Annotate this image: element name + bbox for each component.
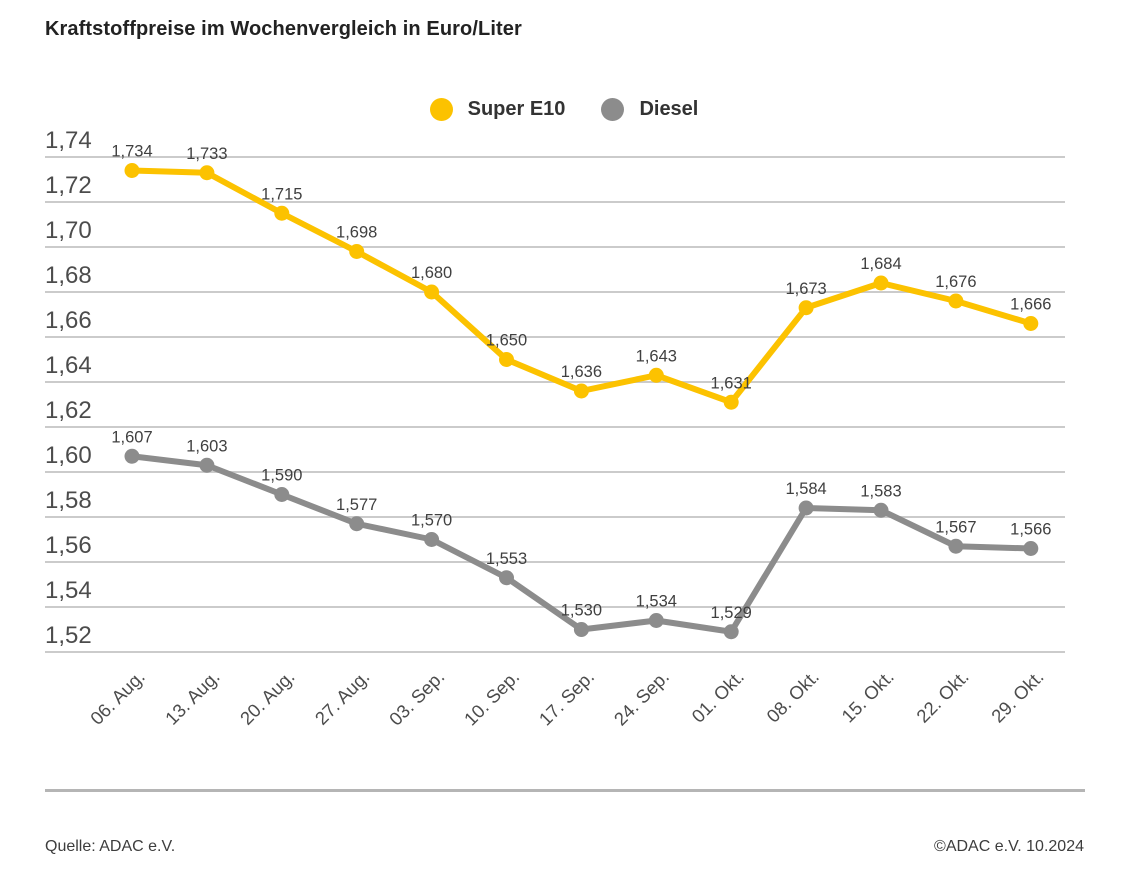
chart-legend: Super E10 Diesel	[0, 98, 1128, 121]
super-e10-data-point	[499, 352, 514, 367]
diesel-data-point	[499, 570, 514, 586]
data-point-label: 1,577	[336, 496, 377, 514]
data-point-label: 1,590	[261, 467, 302, 485]
data-point-label: 1,530	[561, 602, 602, 620]
x-axis-tick-label: 27. Aug.	[311, 666, 374, 729]
x-axis-tick-label: 13. Aug.	[161, 666, 224, 729]
y-axis-tick-label: 1,70	[45, 217, 92, 244]
x-axis-tick-label: 06. Aug.	[86, 666, 149, 729]
diesel-data-point	[948, 538, 964, 554]
x-axis-tick-label: 03. Sep.	[385, 666, 449, 730]
x-axis-tick-label: 10. Sep.	[460, 666, 524, 730]
diesel-data-point	[424, 532, 440, 547]
super-e10-data-point	[648, 367, 664, 383]
y-axis-tick-label: 1,68	[45, 262, 92, 289]
y-axis-tick-label: 1,52	[45, 622, 92, 649]
y-axis-tick-label: 1,72	[45, 172, 92, 199]
data-point-label: 1,567	[935, 518, 976, 536]
data-point-label: 1,607	[111, 428, 152, 446]
copyright-text: ©ADAC e.V. 10.2024	[934, 838, 1084, 855]
data-point-label: 1,603	[186, 437, 227, 455]
data-point-label: 1,529	[711, 604, 752, 622]
data-point-label: 1,666	[1010, 296, 1051, 314]
super-e10-data-point	[873, 275, 889, 291]
diesel-data-point	[873, 502, 889, 518]
diesel-data-point	[274, 487, 290, 502]
x-axis-tick-label: 20. Aug.	[236, 666, 299, 729]
y-axis-tick-label: 1,60	[45, 442, 92, 469]
x-axis-tick-label: 01. Okt.	[687, 666, 748, 727]
diesel-data-point	[1023, 541, 1039, 556]
legend-item-diesel: Diesel	[601, 98, 698, 121]
diesel-data-point	[349, 516, 365, 532]
y-axis-tick-label: 1,62	[45, 397, 92, 424]
legend-item-super-e10: Super E10	[429, 98, 566, 121]
footer-divider	[45, 789, 1085, 792]
super-e10-data-point	[199, 165, 215, 181]
super-e10-legend-label: Super E10	[467, 98, 566, 120]
data-point-label: 1,534	[636, 593, 677, 611]
super-e10-data-point	[798, 300, 814, 316]
super-e10-legend-dot-icon	[429, 98, 453, 121]
y-axis-tick-label: 1,58	[45, 487, 92, 514]
data-point-label: 1,684	[860, 255, 901, 273]
diesel-data-point	[124, 448, 140, 464]
x-axis-tick-label: 17. Sep.	[535, 666, 599, 730]
diesel-legend-dot-icon	[601, 98, 625, 121]
y-axis-tick-label: 1,64	[45, 352, 92, 379]
diesel-data-point	[723, 624, 739, 640]
source-text: Quelle: ADAC e.V.	[45, 838, 176, 855]
data-point-label: 1,631	[711, 374, 752, 392]
diesel-data-point	[573, 622, 589, 637]
data-point-label: 1,734	[111, 143, 152, 161]
x-axis-tick-label: 22. Okt.	[912, 666, 973, 727]
y-axis-tick-label: 1,56	[45, 532, 92, 559]
data-point-label: 1,650	[486, 332, 527, 350]
data-point-label: 1,584	[785, 480, 826, 498]
data-point-label: 1,643	[636, 347, 677, 365]
data-point-label: 1,673	[785, 280, 826, 298]
super-e10-data-point	[424, 284, 440, 300]
chart-title: Kraftstoffpreise im Wochenvergleich in E…	[45, 18, 522, 40]
super-e10-data-point	[124, 163, 140, 178]
super-e10-data-point	[573, 383, 589, 399]
super-e10-data-point	[1023, 316, 1039, 331]
super-e10-data-point	[274, 205, 290, 221]
diesel-data-point	[798, 500, 814, 516]
y-axis-tick-label: 1,66	[45, 307, 92, 334]
x-axis-tick-label: 29. Okt.	[987, 666, 1048, 727]
x-axis-tick-label: 08. Okt.	[762, 666, 823, 727]
data-point-label: 1,680	[411, 264, 452, 282]
data-point-label: 1,636	[561, 363, 602, 381]
x-axis-tick-label: 24. Sep.	[610, 666, 674, 730]
super-e10-data-point	[349, 244, 365, 259]
diesel-data-point	[648, 613, 664, 628]
data-point-label: 1,583	[860, 482, 901, 500]
data-point-label: 1,566	[1010, 521, 1051, 539]
diesel-legend-label: Diesel	[639, 98, 699, 120]
data-point-label: 1,676	[935, 273, 976, 291]
data-point-label: 1,698	[336, 224, 377, 242]
data-point-label: 1,553	[486, 550, 527, 568]
data-point-label: 1,733	[186, 145, 227, 163]
super-e10-data-point	[723, 394, 739, 410]
data-point-label: 1,570	[411, 512, 452, 530]
y-axis-tick-label: 1,74	[45, 127, 92, 154]
x-axis-tick-label: 15. Okt.	[837, 666, 898, 727]
super-e10-data-point	[948, 293, 964, 309]
y-axis-tick-label: 1,54	[45, 577, 92, 604]
data-point-label: 1,715	[261, 185, 302, 203]
diesel-data-point	[199, 457, 215, 473]
